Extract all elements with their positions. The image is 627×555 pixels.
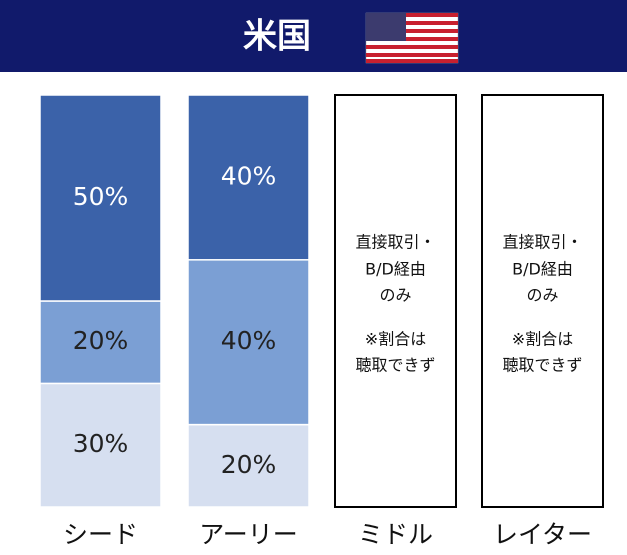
box-note: B/D経由 — [512, 260, 573, 279]
box-note: 聴取できず — [355, 356, 435, 375]
value-label: 30% — [73, 429, 129, 458]
x-tick-label: アーリー — [199, 520, 298, 549]
box-note: のみ — [379, 286, 411, 305]
box-note: 直接取引・ — [502, 233, 582, 252]
header-banner — [0, 0, 627, 72]
us-flag — [365, 12, 459, 64]
box-note: 直接取引・ — [355, 233, 435, 252]
chart-title: 米国 — [243, 17, 311, 57]
box-note: ※割合は — [512, 330, 573, 349]
bar-segment — [39, 94, 162, 302]
bar-segment — [187, 94, 310, 261]
value-label: 20% — [73, 326, 129, 355]
box-note: ※割合は — [365, 330, 426, 349]
value-label: 40% — [221, 326, 277, 355]
box-note: のみ — [526, 286, 558, 305]
bar-segment — [187, 423, 310, 508]
box-note: B/D経由 — [365, 260, 426, 279]
bar-segment — [187, 259, 310, 426]
value-label: 50% — [73, 182, 129, 211]
bar-segment — [39, 382, 162, 508]
x-tick-label: シード — [63, 520, 138, 549]
value-label: 40% — [221, 161, 277, 190]
empty-box — [481, 94, 604, 508]
empty-box — [334, 94, 457, 508]
value-label: 20% — [221, 450, 277, 479]
x-tick-label: ミドル — [358, 520, 433, 549]
box-note: 聴取できず — [502, 356, 582, 375]
x-tick-label: レイター — [493, 520, 592, 549]
